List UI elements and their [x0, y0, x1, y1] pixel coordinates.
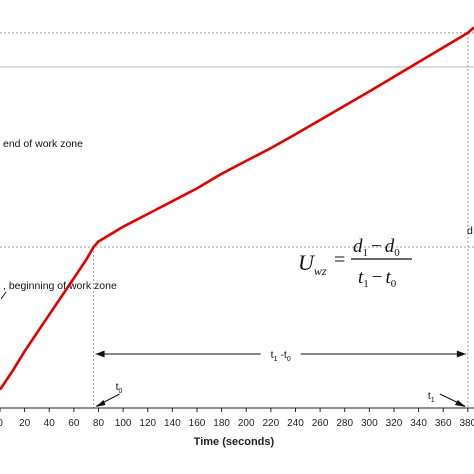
equation-numerator: d1− d0: [353, 236, 400, 259]
x-tick-label: 360: [435, 418, 452, 429]
x-tick-label: 20: [19, 418, 31, 429]
x-tick-label: 100: [115, 418, 132, 429]
x-tick-label: 280: [336, 418, 353, 429]
x-axis-label: Time (seconds): [194, 436, 275, 448]
x-tick-label: 380: [460, 418, 474, 429]
beginning-of-work-zone-label: , beginning of work zone: [3, 280, 117, 292]
beginning-pointer: [0, 291, 7, 300]
t1-pointer-head: [454, 400, 466, 407]
x-tick-label: 40: [44, 418, 56, 429]
x-ticks: 0 20 40 60 80 100 120 140 160 180 200 220 240 260 280 3…: [0, 408, 474, 429]
x-tick-label: 180: [213, 418, 230, 429]
equation-denominator: t1− t0: [358, 267, 397, 290]
interval-label: t1 -t0: [271, 349, 291, 363]
x-tick-label: 300: [361, 418, 378, 429]
end-of-work-zone-label: end of work zone: [3, 138, 83, 150]
interval-label-background: [260, 345, 301, 363]
d-right-label: d: [467, 225, 473, 237]
x-tick-label: 160: [189, 418, 206, 429]
x-tick-label: 200: [238, 418, 255, 429]
series-line: [0, 26, 474, 391]
x-tick-label: 220: [263, 418, 280, 429]
equation-equals: =: [334, 249, 345, 271]
t1-label: t1: [428, 390, 435, 404]
x-tick-label: 140: [164, 418, 181, 429]
t0-label: t0: [116, 381, 123, 395]
x-tick-label: 60: [68, 418, 80, 429]
x-tick-label: 120: [139, 418, 156, 429]
x-tick-label: 0: [0, 418, 3, 429]
t0-pointer-head: [95, 400, 106, 407]
x-tick-label: 240: [287, 418, 304, 429]
x-tick-label: 320: [386, 418, 403, 429]
interval-arrow-right-head: [456, 350, 466, 358]
x-tick-label: 80: [93, 418, 105, 429]
interval-arrow-left-head: [95, 350, 105, 358]
equation: Uwz = d1− d0 t1− t0: [298, 236, 412, 290]
equation-lhs: Uwz: [298, 250, 327, 278]
x-tick-label: 340: [410, 418, 427, 429]
x-tick-label: 260: [312, 418, 329, 429]
